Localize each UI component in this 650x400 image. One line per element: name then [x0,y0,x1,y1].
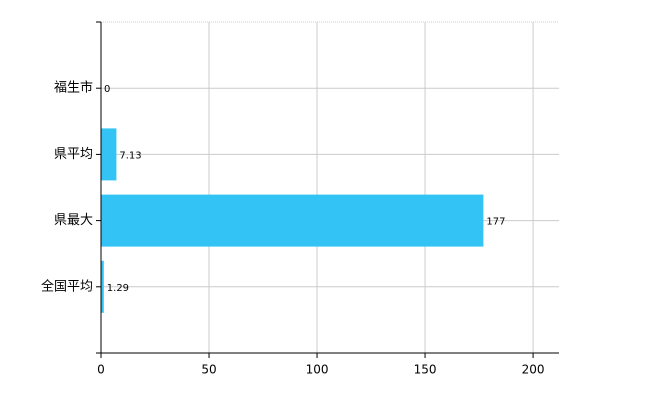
x-tick-label: 100 [306,363,329,377]
x-tick-label: 150 [414,363,437,377]
y-tick-label: 福生市 [54,80,93,96]
x-tick-label: 200 [522,363,545,377]
bar [101,128,117,181]
value-label: 177 [486,217,505,228]
y-tick-label: 全国平均 [41,278,93,294]
x-tick-label: 50 [201,363,216,377]
bar [101,260,104,313]
bar [101,194,484,247]
x-tick-label: 0 [97,363,105,377]
value-label: 7.13 [119,150,141,161]
y-tick-label: 県最大 [54,213,93,228]
value-label: 0 [104,84,110,95]
value-label: 1.29 [107,283,129,294]
y-tick-label: 県平均 [54,147,93,162]
